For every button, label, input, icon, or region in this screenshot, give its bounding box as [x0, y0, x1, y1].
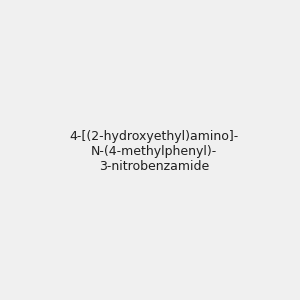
Text: 4-[(2-hydroxyethyl)amino]-
N-(4-methylphenyl)-
3-nitrobenzamide: 4-[(2-hydroxyethyl)amino]- N-(4-methylph… [69, 130, 239, 173]
